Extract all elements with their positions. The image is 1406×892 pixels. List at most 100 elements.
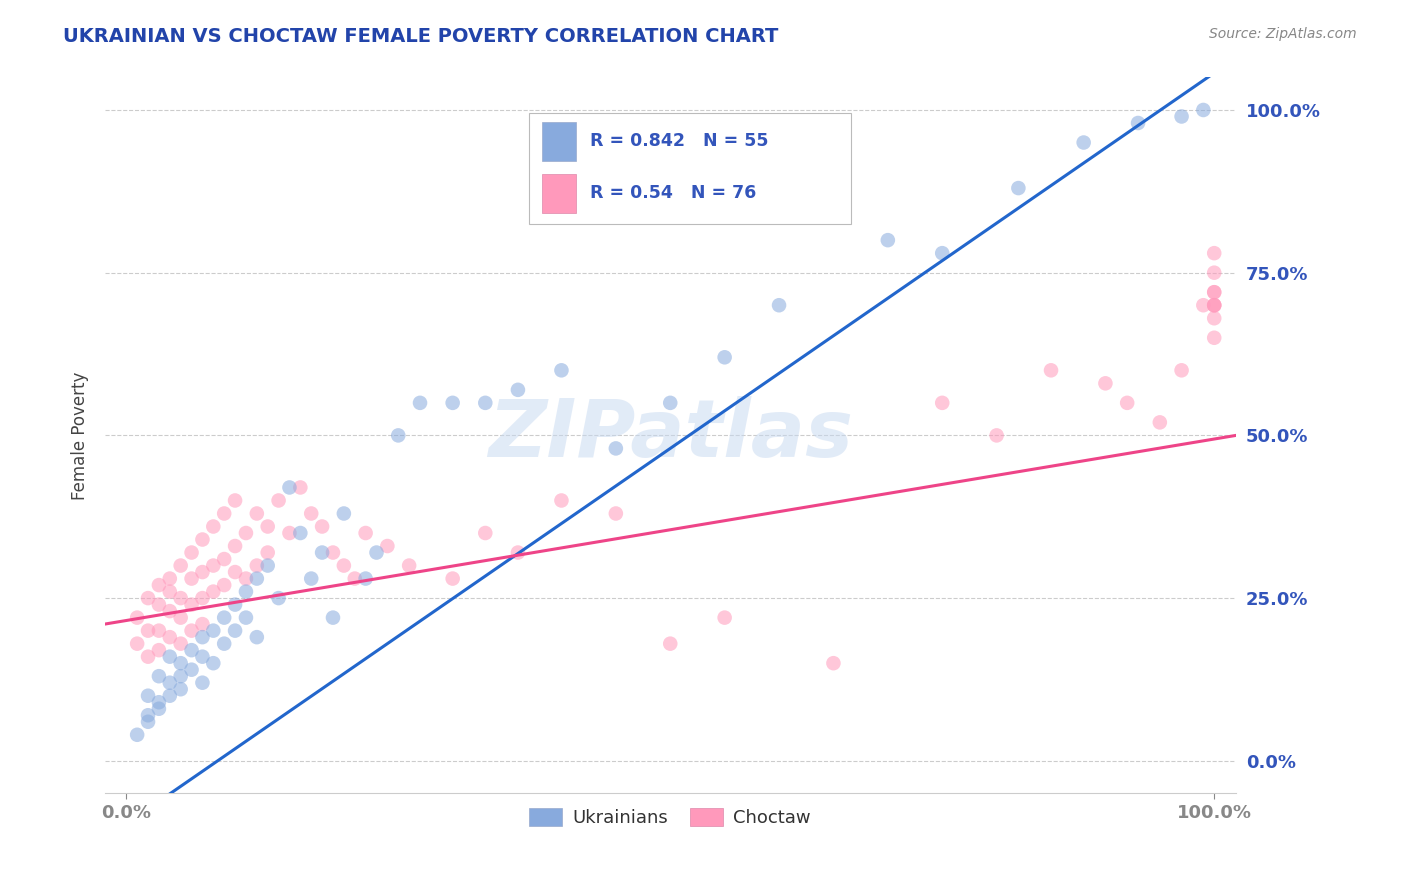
Point — [224, 493, 246, 508]
Point — [180, 643, 202, 657]
Point — [1170, 363, 1192, 377]
Point — [322, 610, 344, 624]
Point — [550, 363, 572, 377]
Point — [1149, 416, 1171, 430]
Point — [136, 624, 159, 638]
Point — [235, 526, 257, 541]
Point — [605, 507, 627, 521]
Point — [876, 233, 898, 247]
Point — [180, 572, 202, 586]
Point — [159, 584, 181, 599]
Point — [1204, 331, 1226, 345]
Point — [1192, 103, 1215, 117]
Point — [1204, 298, 1226, 312]
Point — [127, 610, 149, 624]
Point — [202, 558, 225, 573]
Point — [986, 428, 1008, 442]
Point — [823, 656, 845, 670]
Point — [1204, 311, 1226, 326]
Point — [148, 669, 170, 683]
Text: ZIPatlas: ZIPatlas — [488, 396, 853, 475]
Point — [246, 558, 269, 573]
Point — [506, 545, 529, 559]
Point — [1116, 396, 1139, 410]
Point — [278, 526, 301, 541]
Point — [931, 396, 953, 410]
Point — [159, 675, 181, 690]
Point — [212, 507, 235, 521]
Point — [148, 598, 170, 612]
Point — [212, 552, 235, 566]
Point — [148, 578, 170, 592]
Point — [246, 572, 269, 586]
FancyBboxPatch shape — [543, 174, 576, 213]
Point — [311, 545, 333, 559]
Point — [148, 695, 170, 709]
Point — [136, 714, 159, 729]
Point — [290, 480, 312, 494]
Point — [127, 637, 149, 651]
Point — [180, 545, 202, 559]
Point — [235, 610, 257, 624]
Point — [191, 630, 214, 644]
Point — [1204, 246, 1226, 260]
Point — [202, 519, 225, 533]
Point — [1007, 181, 1029, 195]
Point — [202, 584, 225, 599]
Point — [441, 396, 464, 410]
Point — [343, 572, 366, 586]
Point — [191, 533, 214, 547]
Point — [159, 689, 181, 703]
Point — [159, 572, 181, 586]
Point — [256, 558, 278, 573]
Point — [256, 545, 278, 559]
Point — [768, 298, 790, 312]
Point — [224, 598, 246, 612]
Point — [191, 565, 214, 579]
FancyBboxPatch shape — [529, 113, 851, 224]
Point — [136, 649, 159, 664]
Point — [333, 507, 356, 521]
Point — [1170, 110, 1192, 124]
Point — [224, 565, 246, 579]
Point — [170, 591, 193, 606]
Point — [202, 656, 225, 670]
Point — [1204, 298, 1226, 312]
Point — [180, 598, 202, 612]
Point — [212, 637, 235, 651]
Point — [931, 246, 953, 260]
Point — [191, 591, 214, 606]
Point — [180, 663, 202, 677]
Text: Source: ZipAtlas.com: Source: ZipAtlas.com — [1209, 27, 1357, 41]
FancyBboxPatch shape — [543, 121, 576, 161]
Point — [127, 728, 149, 742]
Point — [267, 493, 290, 508]
Point — [550, 493, 572, 508]
Point — [1204, 298, 1226, 312]
Point — [191, 649, 214, 664]
Point — [136, 708, 159, 723]
Point — [224, 539, 246, 553]
Point — [387, 428, 409, 442]
Point — [212, 610, 235, 624]
Point — [474, 526, 496, 541]
Point — [267, 591, 290, 606]
Point — [224, 624, 246, 638]
Point — [170, 558, 193, 573]
Point — [713, 610, 735, 624]
Point — [1204, 285, 1226, 300]
Point — [159, 649, 181, 664]
Point — [354, 572, 377, 586]
Text: UKRAINIAN VS CHOCTAW FEMALE POVERTY CORRELATION CHART: UKRAINIAN VS CHOCTAW FEMALE POVERTY CORR… — [63, 27, 779, 45]
Point — [322, 545, 344, 559]
Point — [1126, 116, 1149, 130]
Point — [713, 351, 735, 365]
Point — [605, 442, 627, 456]
Point — [191, 617, 214, 632]
Point — [311, 519, 333, 533]
Point — [474, 396, 496, 410]
Point — [148, 643, 170, 657]
Point — [170, 682, 193, 697]
Point — [170, 656, 193, 670]
Point — [136, 689, 159, 703]
